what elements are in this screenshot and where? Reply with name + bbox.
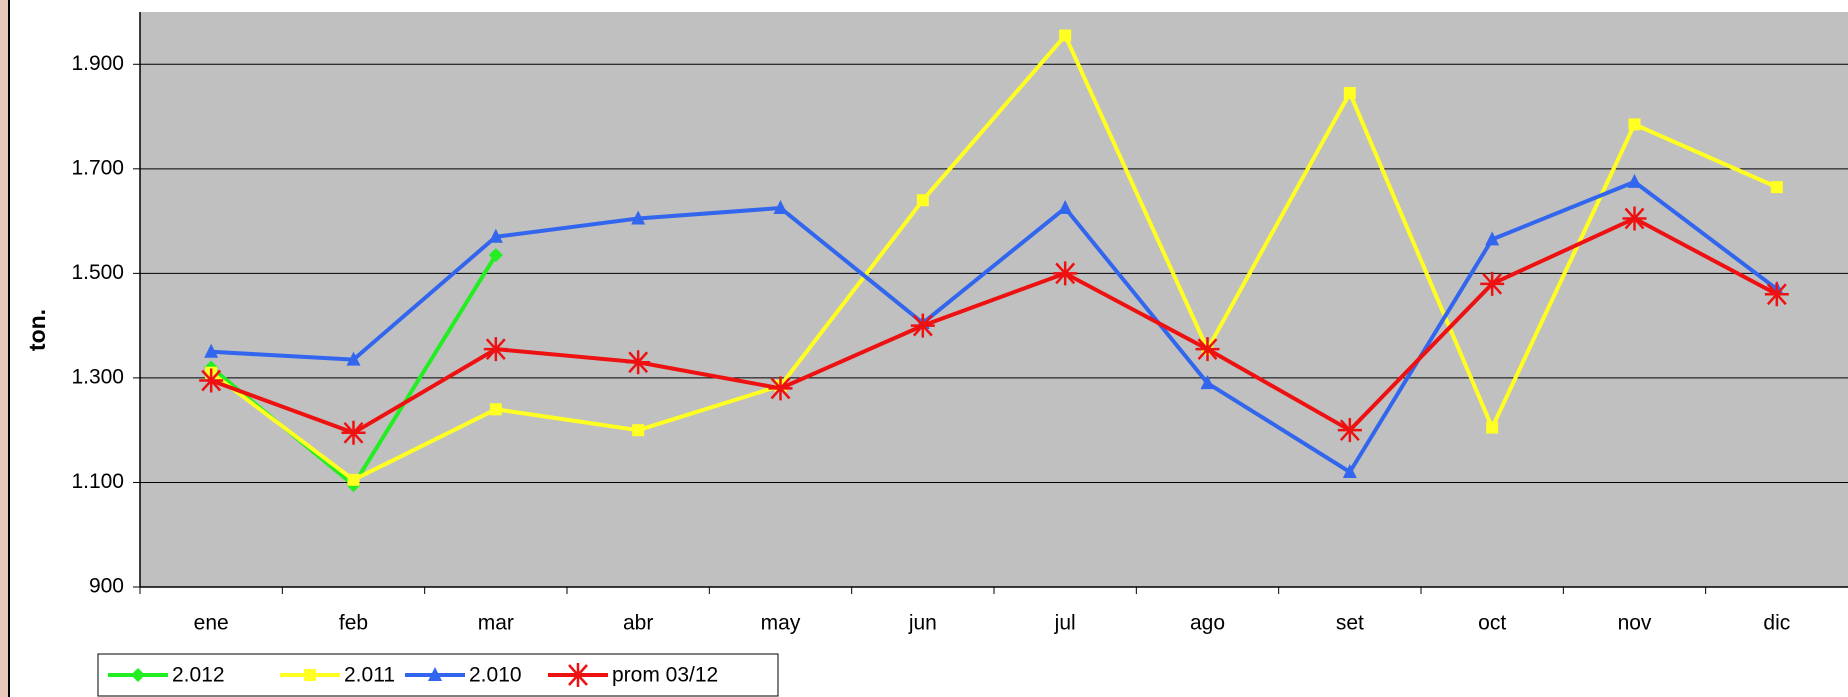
x-tick-label: ene — [194, 612, 229, 635]
marker — [1337, 418, 1362, 443]
marker — [199, 368, 224, 393]
marker — [1622, 206, 1647, 231]
marker — [347, 473, 360, 486]
marker — [768, 376, 793, 401]
marker — [566, 663, 590, 687]
marker — [1486, 421, 1499, 434]
marker — [428, 667, 442, 681]
legend-label: 2.011 — [344, 664, 395, 687]
x-tick-label: set — [1336, 612, 1364, 635]
marker — [626, 350, 651, 375]
left-strip — [0, 0, 9, 697]
x-tick-label: ago — [1190, 612, 1225, 635]
x-tick-label: dic — [1763, 612, 1790, 635]
x-tick-label: nov — [1618, 612, 1652, 635]
legend-label: 2.012 — [172, 664, 225, 687]
series-line — [211, 179, 1779, 474]
marker — [910, 313, 935, 338]
marker — [916, 194, 929, 207]
marker — [1343, 87, 1356, 100]
marker — [1053, 261, 1078, 286]
x-tick-label: mar — [478, 612, 514, 635]
marker — [632, 424, 645, 437]
series-line — [210, 216, 1778, 435]
x-tick-label: may — [761, 612, 801, 635]
marker — [483, 337, 508, 362]
marker — [488, 228, 503, 243]
y-axis-title: ton. — [24, 309, 50, 351]
marker — [1485, 231, 1500, 246]
marker — [304, 669, 316, 681]
marker — [489, 403, 502, 416]
y-tick-label: 900 — [89, 575, 124, 598]
marker — [1058, 200, 1073, 215]
marker — [131, 668, 145, 682]
series-line — [209, 33, 1778, 482]
x-tick-label: jul — [1054, 612, 1076, 635]
x-tick-label: jun — [908, 612, 937, 635]
y-tick-label: 1.300 — [71, 365, 124, 388]
marker — [1764, 282, 1789, 307]
marker — [1195, 337, 1220, 362]
marker — [773, 200, 788, 215]
marker — [1059, 29, 1072, 42]
y-tick-label: 1.700 — [71, 156, 124, 179]
y-tick-label: 1.100 — [71, 470, 124, 493]
marker — [488, 248, 503, 263]
legend-label: 2.010 — [469, 664, 522, 687]
y-tick-label: 1.500 — [71, 261, 124, 284]
x-tick-label: abr — [623, 612, 653, 635]
marker — [341, 420, 366, 445]
marker — [346, 351, 361, 366]
marker — [1627, 173, 1642, 188]
marker — [1628, 118, 1641, 131]
marker — [631, 210, 646, 225]
marker — [1200, 375, 1215, 390]
marker — [1770, 181, 1783, 194]
marker — [1342, 464, 1357, 478]
y-tick-label: 1.900 — [71, 52, 124, 75]
x-tick-label: feb — [339, 612, 368, 635]
x-tick-label: oct — [1478, 612, 1506, 635]
marker — [204, 343, 219, 358]
legend-label: prom 03/12 — [612, 664, 718, 687]
marker — [1480, 271, 1505, 296]
